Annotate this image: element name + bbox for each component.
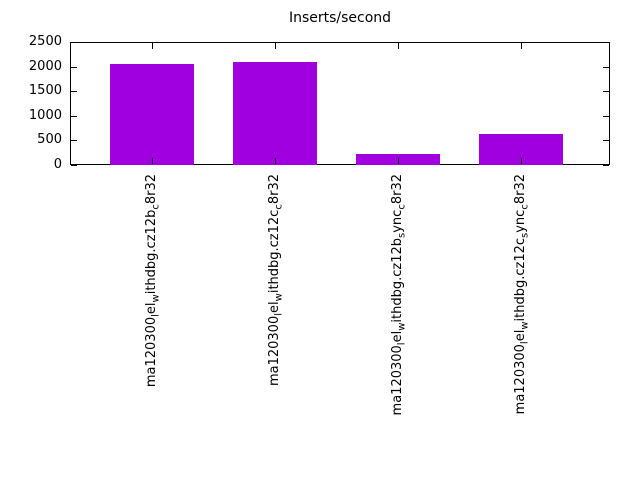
y-tick-label: 2500 [28,34,62,49]
y-tick [71,115,77,117]
bar [110,63,194,165]
y-tick [603,66,609,68]
x-tick-label: ma120300lelwithdbg.cz12bc8r32 [144,174,162,388]
y-tick [603,91,609,93]
x-tick [152,158,153,164]
bar [233,62,317,165]
x-tick-label: ma120300lelwithdbg.cz12csyncc8r32 [513,174,531,415]
x-tick [398,43,399,49]
y-tick-label: 0 [53,157,62,172]
y-tick-label: 500 [37,132,62,148]
y-tick-label: 1500 [28,83,62,99]
y-tick [71,42,77,43]
x-tick [275,158,276,164]
x-tick-label: ma120300lelwithdbg.cz12bsyncc8r32 [390,174,408,416]
y-tick [71,91,77,93]
x-tick [521,158,522,164]
x-tick-label: ma120300lelwithdbg.cz12cc8r32 [267,174,285,387]
x-tick [275,43,276,49]
x-tick [152,43,153,49]
y-tick [603,140,609,142]
x-tick [398,158,399,164]
y-tick-label: 2000 [28,58,62,74]
y-tick [71,66,77,68]
y-tick [603,42,609,43]
x-tick [521,43,522,49]
y-tick [71,140,77,142]
y-tick [603,165,609,166]
y-tick-label: 1000 [28,107,62,123]
chart-title: Inserts/second [288,10,392,26]
y-tick [71,165,77,166]
y-tick [603,115,609,117]
